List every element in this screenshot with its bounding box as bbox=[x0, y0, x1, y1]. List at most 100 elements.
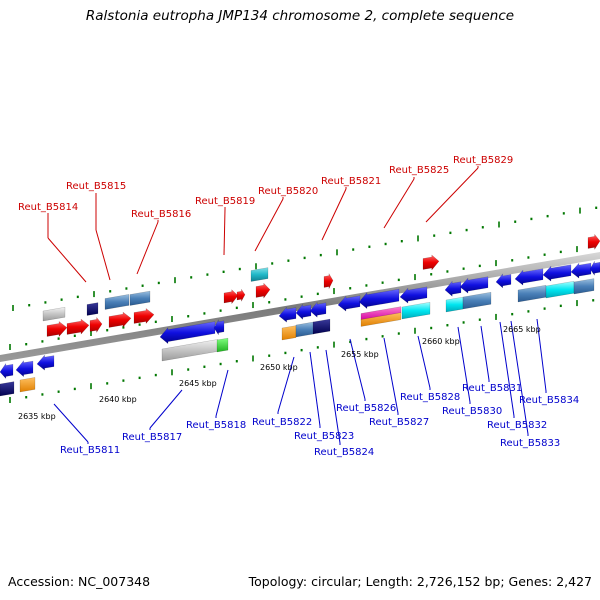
callout-line bbox=[309, 351, 321, 427]
gene-feature bbox=[517, 284, 547, 303]
gene-label-top[interactable]: Reut_B5815 bbox=[66, 181, 126, 192]
gene-feature bbox=[36, 354, 55, 371]
gene-feature bbox=[573, 278, 595, 295]
gene-label-bottom[interactable]: Reut_B5833 bbox=[500, 438, 560, 449]
gene-feature bbox=[295, 303, 312, 320]
callout-line bbox=[149, 389, 183, 429]
gene-feature bbox=[295, 321, 315, 338]
gene-feature bbox=[223, 289, 239, 305]
gene-feature bbox=[255, 282, 271, 299]
gene-feature bbox=[281, 325, 297, 341]
gene-label-bottom[interactable]: Reut_B5818 bbox=[186, 420, 246, 431]
gene-label-bottom[interactable]: Reut_B5827 bbox=[369, 417, 429, 428]
gene-label-top[interactable]: Reut_B5816 bbox=[131, 209, 191, 220]
gene-feature bbox=[278, 306, 297, 323]
gene-feature bbox=[66, 318, 90, 335]
gene-feature bbox=[104, 294, 130, 310]
gene-feature bbox=[422, 254, 440, 271]
gene-label-top[interactable]: Reut_B5814 bbox=[18, 202, 78, 213]
gene-feature bbox=[309, 301, 327, 318]
gene-feature bbox=[250, 267, 269, 282]
genome-summary-text: Topology: circular; Length: 2,726,152 bp… bbox=[248, 574, 592, 589]
gene-label-bottom[interactable]: Reut_B5823 bbox=[294, 431, 354, 442]
gene-label-bottom[interactable]: Reut_B5834 bbox=[519, 395, 579, 406]
gene-feature bbox=[89, 316, 103, 334]
callout-line bbox=[321, 188, 347, 241]
gene-feature bbox=[312, 318, 331, 335]
map-title: Ralstonia eutropha JMP134 chromosome 2, … bbox=[85, 8, 515, 24]
callout-line bbox=[417, 335, 431, 389]
callout-line bbox=[136, 221, 159, 275]
gene-feature bbox=[495, 273, 512, 289]
gene-feature bbox=[86, 302, 99, 316]
gene-label-bottom[interactable]: Reut_B5830 bbox=[442, 406, 502, 417]
callout-line bbox=[325, 349, 341, 444]
callout-line bbox=[95, 229, 111, 281]
gene-feature bbox=[587, 233, 600, 251]
tick-row-top bbox=[12, 206, 598, 311]
scale-label: 2655 kbp bbox=[341, 350, 379, 359]
scale-label: 2645 kbp bbox=[179, 379, 217, 388]
callout-line bbox=[223, 208, 226, 256]
gene-label-top[interactable]: Reut_B5820 bbox=[258, 186, 318, 197]
gene-feature bbox=[129, 290, 151, 306]
gene-feature bbox=[323, 272, 334, 289]
gene-feature bbox=[236, 288, 246, 302]
gene-feature bbox=[360, 312, 402, 327]
gene-feature bbox=[213, 319, 225, 336]
gene-feature bbox=[0, 362, 14, 380]
gene-label-bottom[interactable]: Reut_B5828 bbox=[400, 392, 460, 403]
callout-line bbox=[277, 356, 295, 413]
gene-feature bbox=[15, 359, 34, 378]
gene-feature bbox=[133, 307, 155, 325]
gene-feature bbox=[161, 339, 219, 362]
gene-feature bbox=[570, 262, 592, 279]
gene-feature bbox=[337, 295, 361, 312]
callout-line bbox=[349, 338, 366, 400]
gene-feature bbox=[42, 306, 66, 322]
scale-label: 2660 kbp bbox=[422, 337, 460, 346]
gene-label-top[interactable]: Reut_B5829 bbox=[453, 155, 513, 166]
gene-label-bottom[interactable]: Reut_B5832 bbox=[487, 420, 547, 431]
genome-backbone bbox=[0, 252, 600, 362]
callout-line bbox=[457, 326, 471, 403]
gene-label-bottom[interactable]: Reut_B5824 bbox=[314, 447, 374, 458]
gene-label-top[interactable]: Reut_B5819 bbox=[195, 196, 255, 207]
gene-features bbox=[0, 233, 600, 397]
gene-label-bottom[interactable]: Reut_B5817 bbox=[122, 432, 182, 443]
callout-line bbox=[425, 167, 479, 223]
gene-feature bbox=[459, 276, 489, 294]
gene-label-top[interactable]: Reut_B5821 bbox=[321, 176, 381, 187]
callout-line bbox=[383, 178, 415, 229]
gene-feature bbox=[589, 260, 600, 277]
gene-label-bottom[interactable]: Reut_B5831 bbox=[462, 383, 522, 394]
gene-feature bbox=[399, 286, 428, 304]
gene-label-bottom[interactable]: Reut_B5826 bbox=[336, 403, 396, 414]
gene-label-bottom[interactable]: Reut_B5822 bbox=[252, 417, 312, 428]
gene-label-bottom[interactable]: Reut_B5811 bbox=[60, 445, 120, 456]
callout-line bbox=[215, 369, 229, 417]
gene-feature bbox=[358, 288, 400, 310]
gene-feature bbox=[46, 320, 68, 338]
gene-feature bbox=[542, 264, 572, 282]
gene-callouts bbox=[47, 166, 547, 445]
callout-line bbox=[499, 321, 515, 417]
gene-feature bbox=[444, 280, 462, 297]
callout-line bbox=[53, 403, 89, 443]
scale-label: 2665 kbp bbox=[503, 325, 541, 334]
scale-label: 2650 kbp bbox=[260, 363, 298, 372]
gene-feature bbox=[0, 381, 15, 397]
scale-label: 2640 kbp bbox=[99, 395, 137, 404]
gene-feature bbox=[19, 377, 36, 393]
gene-feature bbox=[445, 296, 464, 313]
gene-label-top[interactable]: Reut_B5825 bbox=[389, 165, 449, 176]
gene-feature bbox=[216, 337, 229, 353]
scale-label: 2635 kbp bbox=[18, 412, 56, 421]
callout-line bbox=[47, 237, 87, 283]
tick-row-bottom bbox=[9, 299, 595, 403]
callout-line bbox=[254, 198, 284, 252]
gene-feature bbox=[108, 311, 132, 328]
callout-line bbox=[480, 325, 490, 381]
gene-feature bbox=[514, 268, 544, 286]
gene-feature bbox=[462, 291, 492, 310]
